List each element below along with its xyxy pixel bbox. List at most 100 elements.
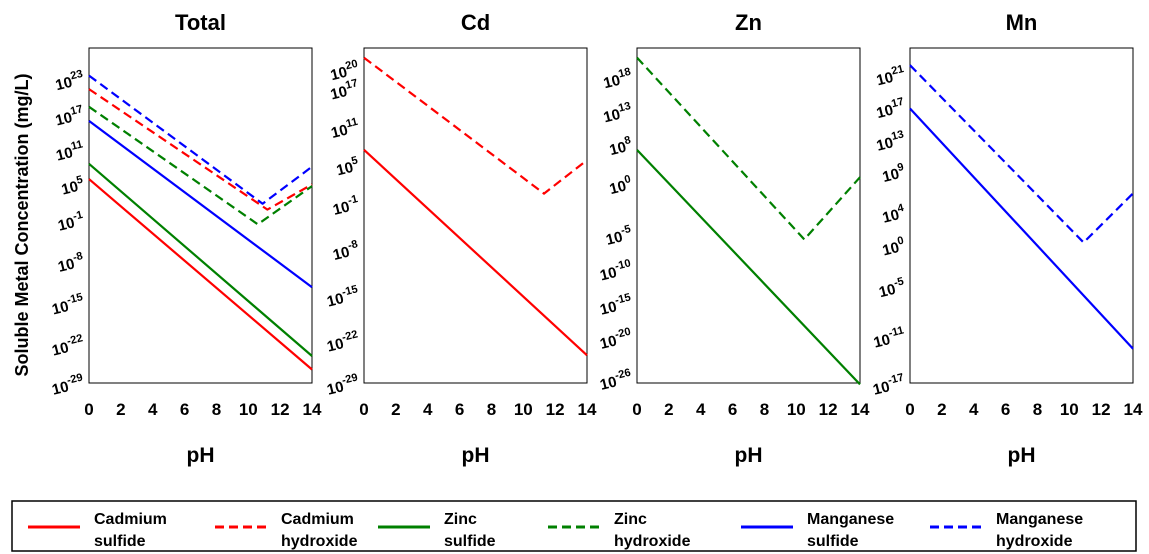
- legend-frame: [11, 500, 1137, 552]
- y-tick-label: 1011: [329, 116, 361, 142]
- x-tick-label: 14: [578, 400, 597, 419]
- legend-label-line2: hydroxide: [996, 533, 1073, 550]
- legend-label-line1: Cadmium: [281, 511, 354, 528]
- legend-label-line1: Zinc: [614, 511, 647, 528]
- y-tick-label: 10-15: [598, 291, 634, 318]
- y-tick-label: 105: [59, 174, 86, 199]
- x-tick-label: 10: [787, 400, 806, 419]
- y-tick-label: 10-5: [876, 275, 907, 301]
- y-tick-label: 10-26: [598, 367, 634, 394]
- x-tick-label: 8: [212, 400, 221, 419]
- x-tick-label: 12: [271, 400, 290, 419]
- legend-item-zinc-sulfide: Zinc sulfide: [378, 511, 496, 550]
- y-tick-label: 105: [334, 154, 361, 179]
- y-axis-label: Soluble Metal Concentration (mg/L): [12, 73, 32, 376]
- legend-label-line2: hydroxide: [614, 533, 691, 550]
- y-tick-label: 10-15: [50, 291, 86, 318]
- y-tick-label: 10-17: [871, 371, 907, 398]
- series-manganese-hydroxide: [909, 64, 1134, 244]
- x-tick-label: 12: [1092, 400, 1111, 419]
- x-tick-label: 14: [1124, 400, 1143, 419]
- y-tick-label: 108: [607, 134, 634, 159]
- legend-label-line2: hydroxide: [281, 533, 358, 550]
- x-tick-label: 8: [760, 400, 769, 419]
- x-tick-label: 8: [487, 400, 496, 419]
- legend-label-line2: sulfide: [444, 533, 496, 550]
- panel-total: Total 0 2 4 6 8 10 12 14 pH 1023 1017 1011 105 10-1 10-…: [50, 10, 322, 467]
- panel-title: Mn: [1006, 10, 1038, 35]
- chart-panels: Total 0 2 4 6 8 10 12 14 pH 1023 1017 1011 105 10-1 10-…: [50, 10, 1143, 467]
- series-zinc-sulfide: [88, 162, 313, 357]
- legend-label-line1: Cadmium: [94, 511, 167, 528]
- legend-label-line1: Manganese: [807, 511, 894, 528]
- x-tick-label: 4: [696, 400, 706, 419]
- series-cadmium-sulfide: [363, 148, 588, 357]
- y-tick-label: 1011: [54, 138, 86, 164]
- y-tick-label: 10-5: [603, 223, 634, 249]
- legend-item-cadmium-hydroxide: Cadmium hydroxide: [215, 511, 358, 550]
- series-cadmium-hydroxide: [88, 88, 313, 211]
- x-tick-label: 6: [1001, 400, 1010, 419]
- panel-title: Zn: [735, 10, 762, 35]
- y-tick-label: 1020: [328, 58, 361, 84]
- x-tick-label: 10: [514, 400, 533, 419]
- panel-zn: Zn 0 2 4 6 8 10 12 14 pH 1018 1013 108 100 10-5 10-10 10…: [598, 10, 870, 467]
- x-tick-label: 2: [664, 400, 673, 419]
- y-tick-label: 10-29: [50, 371, 86, 398]
- legend: Cadmium sulfide Cadmium hydroxide Zinc sulfid…: [11, 500, 1137, 552]
- panel-title: Total: [175, 10, 226, 35]
- y-tick-label: 10-20: [598, 326, 634, 353]
- x-tick-label: 10: [1060, 400, 1079, 419]
- plot-frame: [909, 47, 1134, 384]
- series-cadmium-hydroxide: [363, 56, 588, 195]
- y-tick-label: 1017: [874, 96, 907, 122]
- x-axis-label: pH: [187, 444, 215, 467]
- y-tick-label: 10-22: [325, 328, 361, 355]
- legend-label-line1: Zinc: [444, 511, 477, 528]
- y-tick-label: 10-22: [50, 332, 86, 359]
- y-tick-label: 10-1: [55, 209, 86, 235]
- x-tick-label: 0: [905, 400, 914, 419]
- series-zinc-sulfide: [636, 149, 861, 386]
- legend-item-zinc-hydroxide: Zinc hydroxide: [548, 511, 691, 550]
- series-manganese-sulfide: [909, 107, 1134, 350]
- x-axis-label: pH: [462, 444, 490, 467]
- y-tick-label: 10-11: [871, 324, 907, 351]
- x-tick-label: 14: [303, 400, 322, 419]
- y-tick-label: 10-1: [330, 193, 361, 219]
- x-tick-label: 4: [148, 400, 158, 419]
- y-tick-label: 1013: [601, 100, 634, 126]
- panel-title: Cd: [461, 10, 490, 35]
- y-tick-label: 10-29: [325, 371, 361, 398]
- series-cadmium-sulfide: [88, 178, 313, 371]
- plot-frame: [363, 47, 588, 384]
- x-tick-label: 6: [455, 400, 464, 419]
- x-tick-label: 10: [239, 400, 258, 419]
- y-tick-label: 1023: [53, 68, 86, 94]
- series-manganese-hydroxide: [88, 74, 313, 205]
- y-tick-label: 109: [880, 161, 907, 186]
- y-tick-label: 1018: [601, 66, 634, 92]
- series-manganese-sulfide: [88, 120, 313, 289]
- y-tick-label: 1013: [874, 128, 907, 154]
- legend-item-cadmium-sulfide: Cadmium sulfide: [28, 511, 167, 550]
- legend-item-manganese-sulfide: Manganese sulfide: [741, 511, 894, 550]
- x-tick-label: 4: [423, 400, 433, 419]
- x-tick-label: 0: [84, 400, 93, 419]
- plot-frame: [88, 47, 313, 384]
- x-tick-label: 8: [1033, 400, 1042, 419]
- y-tick-label: 1017: [328, 77, 361, 103]
- x-tick-label: 2: [391, 400, 400, 419]
- y-tick-label: 10-8: [55, 250, 86, 276]
- y-tick-label: 100: [880, 235, 907, 260]
- x-tick-label: 0: [632, 400, 641, 419]
- legend-item-manganese-hydroxide: Manganese hydroxide: [930, 511, 1083, 550]
- x-axis-label: pH: [735, 444, 763, 467]
- x-axis-label: pH: [1008, 444, 1036, 467]
- plot-frame: [636, 47, 861, 384]
- panel-mn: Mn 0 2 4 6 8 10 12 14 pH 1021 1017 1013 109 104 100 10-5…: [871, 10, 1143, 467]
- legend-label-line1: Manganese: [996, 511, 1083, 528]
- x-tick-label: 6: [728, 400, 737, 419]
- y-tick-label: 1017: [53, 103, 86, 129]
